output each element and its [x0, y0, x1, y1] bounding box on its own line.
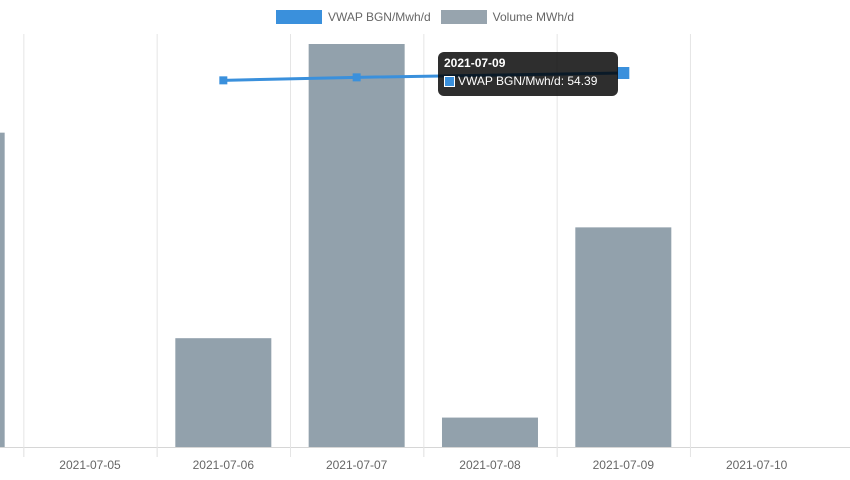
volume-bar	[575, 227, 672, 447]
legend-label-volume: Volume MWh/d	[492, 10, 575, 24]
x-tick-label: 2021-07-05	[59, 458, 121, 472]
legend-item-vwap[interactable]: VWAP BGN/Mwh/d	[275, 10, 431, 24]
volume-bar	[441, 417, 538, 447]
x-tick-label: 2021-07-09	[593, 458, 655, 472]
grid-lines	[0, 34, 850, 457]
tooltip-swatch	[444, 75, 455, 87]
tooltip-title: 2021-07-09	[444, 56, 506, 70]
x-tick-label: 2021-07-10	[726, 458, 788, 472]
legend-swatch-vwap	[275, 10, 322, 24]
vwap-point	[219, 76, 228, 85]
vwap-point	[352, 73, 361, 82]
legend-label-vwap: VWAP BGN/Mwh/d	[327, 10, 431, 24]
legend: VWAP BGN/Mwh/d Volume MWh/d	[0, 7, 850, 27]
x-tick-label: 2021-07-08	[459, 458, 521, 472]
tooltip-label: VWAP BGN/Mwh/d: 54.39	[458, 74, 598, 88]
volume-bars	[0, 44, 672, 447]
legend-item-volume[interactable]: Volume MWh/d	[440, 10, 575, 24]
volume-bar	[175, 338, 272, 447]
volume-bar	[0, 132, 5, 447]
x-axis: 2021-07-05 2021-07-06 2021-07-07 2021-07-08…	[23, 447, 788, 472]
x-tick-label: 2021-07-07	[326, 458, 388, 472]
legend-swatch-volume	[440, 10, 487, 24]
tooltip: 2021-07-09 VWAP BGN/Mwh/d: 54.39	[438, 52, 618, 96]
vwap-point	[617, 67, 630, 79]
x-tick-label: 2021-07-06	[193, 458, 255, 472]
volume-bar	[308, 44, 405, 447]
tooltip-row: VWAP BGN/Mwh/d: 54.39	[444, 74, 612, 88]
